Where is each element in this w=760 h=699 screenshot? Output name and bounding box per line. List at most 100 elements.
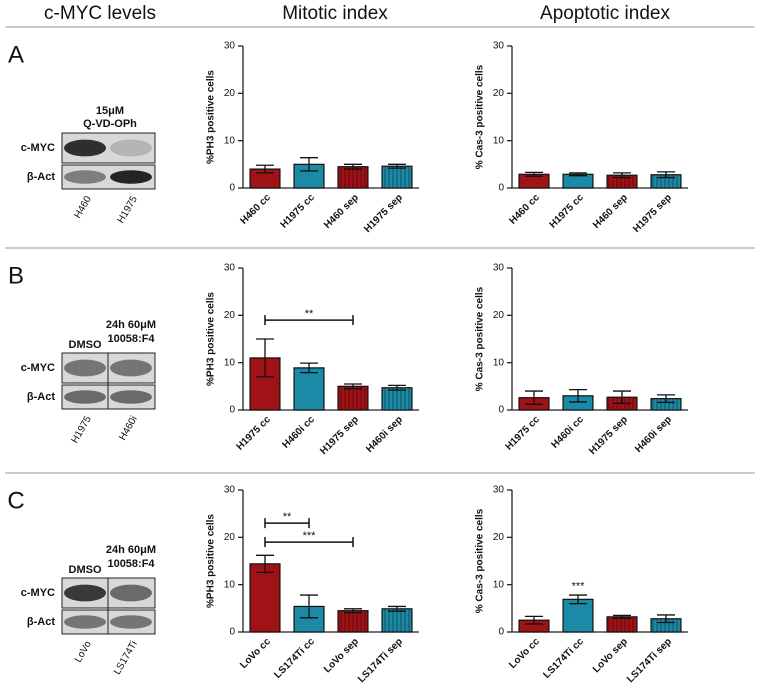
y-tick-label: 10 (224, 135, 236, 146)
x-tick-label: LoVo sep (322, 636, 361, 675)
x-tick-label: H1975 cc (504, 414, 543, 453)
x-tick-label: H1975 sep (587, 414, 630, 457)
y-axis-label: % Cas-3 positive cells (475, 508, 486, 613)
y-tick-label: 0 (498, 627, 504, 638)
y-tick-label: 20 (493, 88, 505, 99)
blot-control: DMSO (69, 339, 102, 351)
column-header: Apoptotic index (540, 3, 670, 24)
y-axis-label: %PH3 positive cells (206, 292, 217, 386)
x-tick-label: LS174Ti cc (272, 636, 317, 681)
y-tick-label: 20 (493, 532, 505, 543)
blot-lane-label: LoVo (73, 639, 94, 665)
x-tick-label: H460 sep (591, 192, 630, 231)
y-tick-label: 20 (224, 532, 236, 543)
x-tick-label: H460i sep (364, 414, 405, 455)
x-tick-label: LS174Ti cc (541, 636, 586, 681)
blot-band (64, 584, 106, 602)
panel-letter: B (8, 262, 24, 289)
y-tick-label: 10 (224, 357, 236, 368)
panel-letter: C (7, 487, 24, 514)
x-tick-label: H460 cc (238, 192, 273, 227)
y-tick-label: 30 (224, 263, 236, 274)
x-tick-label: H460i sep (633, 414, 674, 455)
bar (381, 608, 413, 633)
x-tick-label: H1975 cc (279, 192, 318, 231)
y-tick-label: 0 (229, 627, 235, 638)
x-tick-label: H460 cc (507, 192, 542, 227)
y-tick-label: 0 (229, 183, 235, 194)
x-tick-label: H1975 sep (362, 192, 405, 235)
blot-treatment: Q-VD-OPh (83, 118, 137, 130)
blot-treatment: 10058:F4 (107, 333, 155, 345)
y-axis-label: % Cas-3 positive cells (475, 286, 486, 391)
blot-band (110, 390, 152, 404)
panel-letter: A (8, 41, 24, 68)
x-tick-label: H460i cc (550, 414, 587, 451)
blot-row-label: β-Act (27, 616, 55, 628)
bar (381, 387, 413, 411)
y-tick-label: 30 (224, 485, 236, 496)
blot-row-label: c-MYC (21, 142, 55, 154)
significance-label: ** (305, 308, 314, 320)
y-tick-label: 0 (498, 183, 504, 194)
y-tick-label: 30 (493, 41, 505, 52)
x-tick-label: LS174Ti sep (356, 636, 405, 685)
x-tick-label: H460 sep (322, 192, 361, 231)
x-tick-label: LoVo sep (591, 636, 630, 675)
blot-treatment: 24h 60μM (106, 544, 156, 556)
blot-lane-label: H460i (117, 414, 140, 442)
significance-label: *** (572, 580, 586, 592)
blot-control: DMSO (69, 564, 102, 576)
blot-band (110, 139, 152, 157)
x-tick-label: LS174Ti sep (625, 636, 674, 685)
y-tick-label: 30 (493, 263, 505, 274)
blot-band (64, 170, 106, 184)
blot-row-label: c-MYC (21, 362, 55, 374)
y-axis-label: %PH3 positive cells (206, 70, 217, 164)
blot-lane-label: H460 (72, 194, 94, 221)
blot-band (110, 584, 152, 602)
blot-band (110, 359, 152, 377)
y-tick-label: 10 (493, 357, 505, 368)
x-tick-label: H1975 sep (318, 414, 361, 457)
blot-row-label: c-MYC (21, 587, 55, 599)
x-tick-label: H460i cc (281, 414, 318, 451)
x-tick-label: LoVo cc (238, 636, 273, 671)
y-tick-label: 10 (224, 579, 236, 590)
y-tick-label: 30 (493, 485, 505, 496)
y-tick-label: 30 (224, 41, 236, 52)
bar (293, 367, 325, 411)
y-tick-label: 0 (498, 405, 504, 416)
bar (381, 165, 413, 189)
bar (249, 563, 281, 633)
column-header: Mitotic index (282, 3, 388, 24)
blot-band (64, 390, 106, 404)
blot-band (110, 615, 152, 629)
y-tick-label: 10 (493, 135, 505, 146)
blot-band (64, 139, 106, 157)
x-tick-label: LoVo cc (507, 636, 542, 671)
significance-label: ** (283, 511, 292, 523)
significance-label: *** (303, 530, 317, 542)
blot-row-label: β-Act (27, 171, 55, 183)
y-tick-label: 20 (493, 310, 505, 321)
x-tick-label: H1975 cc (548, 192, 587, 231)
blot-treatment: 10058:F4 (107, 558, 155, 570)
column-header: c-MYC levels (44, 3, 156, 24)
bar (606, 616, 638, 633)
y-axis-label: %PH3 positive cells (206, 514, 217, 608)
blot-band (64, 359, 106, 377)
blot-treatment: 24h 60μM (106, 319, 156, 331)
bar (337, 610, 369, 633)
y-tick-label: 20 (224, 88, 236, 99)
blot-lane-label: H1975 (70, 414, 94, 445)
blot-band (110, 170, 152, 184)
y-tick-label: 0 (229, 405, 235, 416)
y-tick-label: 10 (493, 579, 505, 590)
x-tick-label: H1975 sep (631, 192, 674, 235)
x-tick-label: H1975 cc (235, 414, 274, 453)
blot-band (64, 615, 106, 629)
y-axis-label: % Cas-3 positive cells (475, 64, 486, 169)
bar (337, 166, 369, 189)
